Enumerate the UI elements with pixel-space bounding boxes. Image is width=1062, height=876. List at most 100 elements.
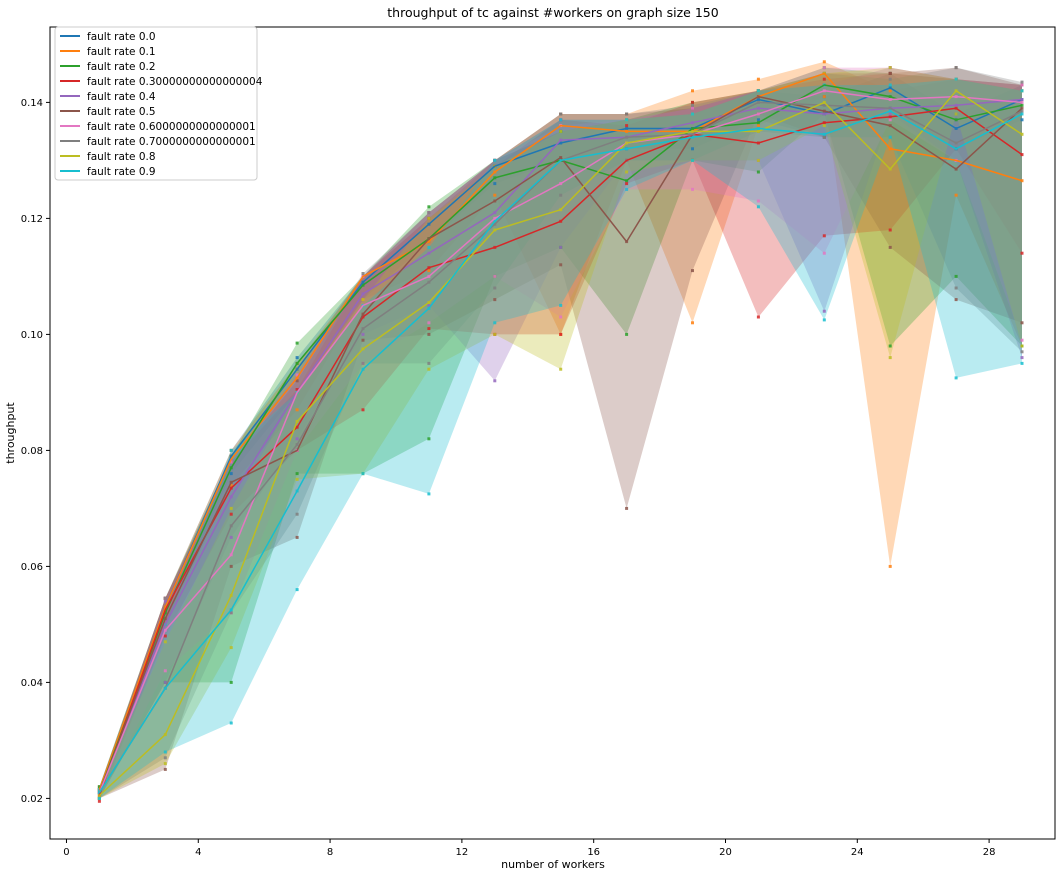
sample-point-series-8-7-0 <box>559 367 563 371</box>
sample-point-series-6-11-0 <box>822 251 826 255</box>
sample-point-series-3-9-2 <box>691 100 694 104</box>
sample-point-series-4-6-0 <box>493 379 497 383</box>
sample-point-series-8-4-2 <box>361 298 365 302</box>
sample-point-series-9-14-0 <box>1020 361 1024 365</box>
sample-point-series-6-1-0 <box>163 669 167 673</box>
x-tick-label-2: 8 <box>327 847 333 858</box>
sample-point-series-6-9-2 <box>691 106 694 110</box>
sample-point-series-9-4-0 <box>361 472 365 476</box>
sample-point-series-5-3-0 <box>295 535 299 539</box>
sample-point-series-8-11-0 <box>822 124 826 128</box>
sample-point-series-9-7-0 <box>559 303 563 307</box>
sample-point-series-2-8-0 <box>625 332 629 336</box>
sample-point-series-4-11-0 <box>822 309 826 313</box>
x-axis-title: number of workers <box>501 858 605 871</box>
legend-label-2: fault rate 0.2 <box>87 61 156 73</box>
sample-point-series-7-7-0 <box>559 193 563 197</box>
sample-point-series-4-14-0 <box>1020 356 1024 360</box>
sample-point-series-7-4-2 <box>361 272 365 275</box>
legend-label-6: fault rate 0.6000000000000001 <box>87 121 256 133</box>
sample-point-series-9-5-2 <box>427 245 431 249</box>
sample-point-series-5-9-0 <box>691 269 694 273</box>
sample-point-series-5-8-0 <box>625 506 629 510</box>
sample-point-series-8-1-2 <box>163 640 167 644</box>
range-band-series-9 <box>99 79 1022 799</box>
sample-point-series-9-7-2 <box>559 118 563 122</box>
sample-point-series-8-2-2 <box>229 506 233 510</box>
range-band-series-4 <box>99 67 1022 799</box>
sample-point-series-8-12-0 <box>888 356 892 360</box>
range-band-series-3 <box>99 73 1022 802</box>
sample-point-series-9-10-2 <box>756 89 760 93</box>
sample-point-series-3-7-0 <box>559 332 563 336</box>
sample-point-series-8-5-2 <box>427 216 431 220</box>
sample-point-series-5-3-2 <box>295 379 299 383</box>
legend-label-8: fault rate 0.8 <box>87 151 156 163</box>
sample-point-series-3-8-2 <box>625 124 629 128</box>
sample-point-series-7-2-0 <box>229 611 233 615</box>
sample-point-series-5-12-2 <box>888 71 892 75</box>
sample-point-series-9-12-2 <box>888 83 892 87</box>
sample-point-series-5-1-0 <box>163 767 167 771</box>
sample-point-series-2-3-0 <box>295 472 299 476</box>
legend: fault rate 0.0 fault rate 0.1 fault rate 0… <box>54 26 263 181</box>
sample-point-series-7-5-2 <box>427 211 431 215</box>
sample-point-series-4-5-0 <box>427 303 431 307</box>
sample-point-series-3-2-0 <box>229 512 233 516</box>
sample-point-series-9-8-0 <box>625 187 629 191</box>
sample-point-series-2-2-0 <box>229 680 233 684</box>
sample-point-series-2-13-0 <box>954 274 958 278</box>
sample-point-series-6-14-2 <box>1020 83 1024 87</box>
sample-point-series-9-12-0 <box>888 135 892 139</box>
sample-point-series-8-5-0 <box>427 367 431 371</box>
x-tick-label-1: 4 <box>195 847 201 858</box>
sample-point-series-7-1-0 <box>163 756 167 760</box>
sample-point-series-9-14-2 <box>1020 89 1024 93</box>
legend-label-1: fault rate 0.1 <box>87 46 156 58</box>
sample-point-series-3-12-0 <box>888 228 892 232</box>
sample-point-series-0-9-0 <box>691 147 694 151</box>
sample-point-series-0-3-2 <box>295 356 299 360</box>
sample-point-series-5-13-0 <box>954 298 958 302</box>
sample-point-series-1-10-0 <box>756 124 760 128</box>
y-tick-label-4: 0.10 <box>21 330 43 341</box>
sample-point-series-8-1-0 <box>163 762 167 766</box>
sample-point-series-1-3-0 <box>295 408 299 412</box>
sample-point-series-1-12-2 <box>888 89 892 93</box>
sample-point-series-4-1-2 <box>163 599 167 603</box>
sample-point-series-1-2-0 <box>229 483 233 487</box>
legend-label-7: fault rate 0.7000000000000001 <box>87 136 256 148</box>
sample-point-series-4-12-0 <box>888 112 892 116</box>
sample-point-series-9-11-0 <box>822 318 826 322</box>
sample-point-series-9-9-0 <box>691 158 694 162</box>
sample-point-series-4-1-0 <box>163 680 167 684</box>
sample-point-series-9-8-2 <box>625 118 629 122</box>
sample-point-series-3-14-0 <box>1020 251 1024 255</box>
sample-point-series-9-9-2 <box>691 112 694 116</box>
sample-point-series-0-14-0 <box>1020 118 1024 122</box>
legend-box <box>54 26 258 181</box>
sample-point-series-8-12-2 <box>888 66 892 70</box>
sample-point-series-7-12-2 <box>888 77 892 81</box>
sample-point-series-5-7-0 <box>559 263 563 267</box>
sample-point-series-4-4-0 <box>361 332 365 336</box>
sample-point-series-1-12-0 <box>888 564 892 568</box>
legend-label-4: fault rate 0.4 <box>87 91 156 103</box>
sample-point-series-8-2-0 <box>229 646 233 650</box>
legend-label-5: fault rate 0.5 <box>87 106 156 118</box>
sample-point-series-2-5-0 <box>427 437 431 441</box>
sample-point-series-5-12-0 <box>888 245 892 249</box>
sample-point-series-2-10-0 <box>756 170 760 174</box>
legend-label-3: fault rate 0.30000000000000004 <box>87 76 263 88</box>
sample-point-series-3-4-0 <box>361 408 365 412</box>
sample-point-series-7-8-2 <box>625 112 629 116</box>
sample-point-series-7-3-0 <box>295 512 299 516</box>
x-axis: 0 4 8 12 16 20 24 28 <box>63 839 995 858</box>
sample-point-series-2-12-0 <box>888 344 892 348</box>
sample-point-series-6-3-2 <box>295 373 299 377</box>
y-axis-title: throughput <box>4 402 17 464</box>
sample-point-series-6-14-0 <box>1020 338 1024 342</box>
sample-point-series-8-13-0 <box>954 112 958 116</box>
sample-point-series-5-14-0 <box>1020 321 1024 325</box>
legend-label-9: fault rate 0.9 <box>87 166 156 178</box>
